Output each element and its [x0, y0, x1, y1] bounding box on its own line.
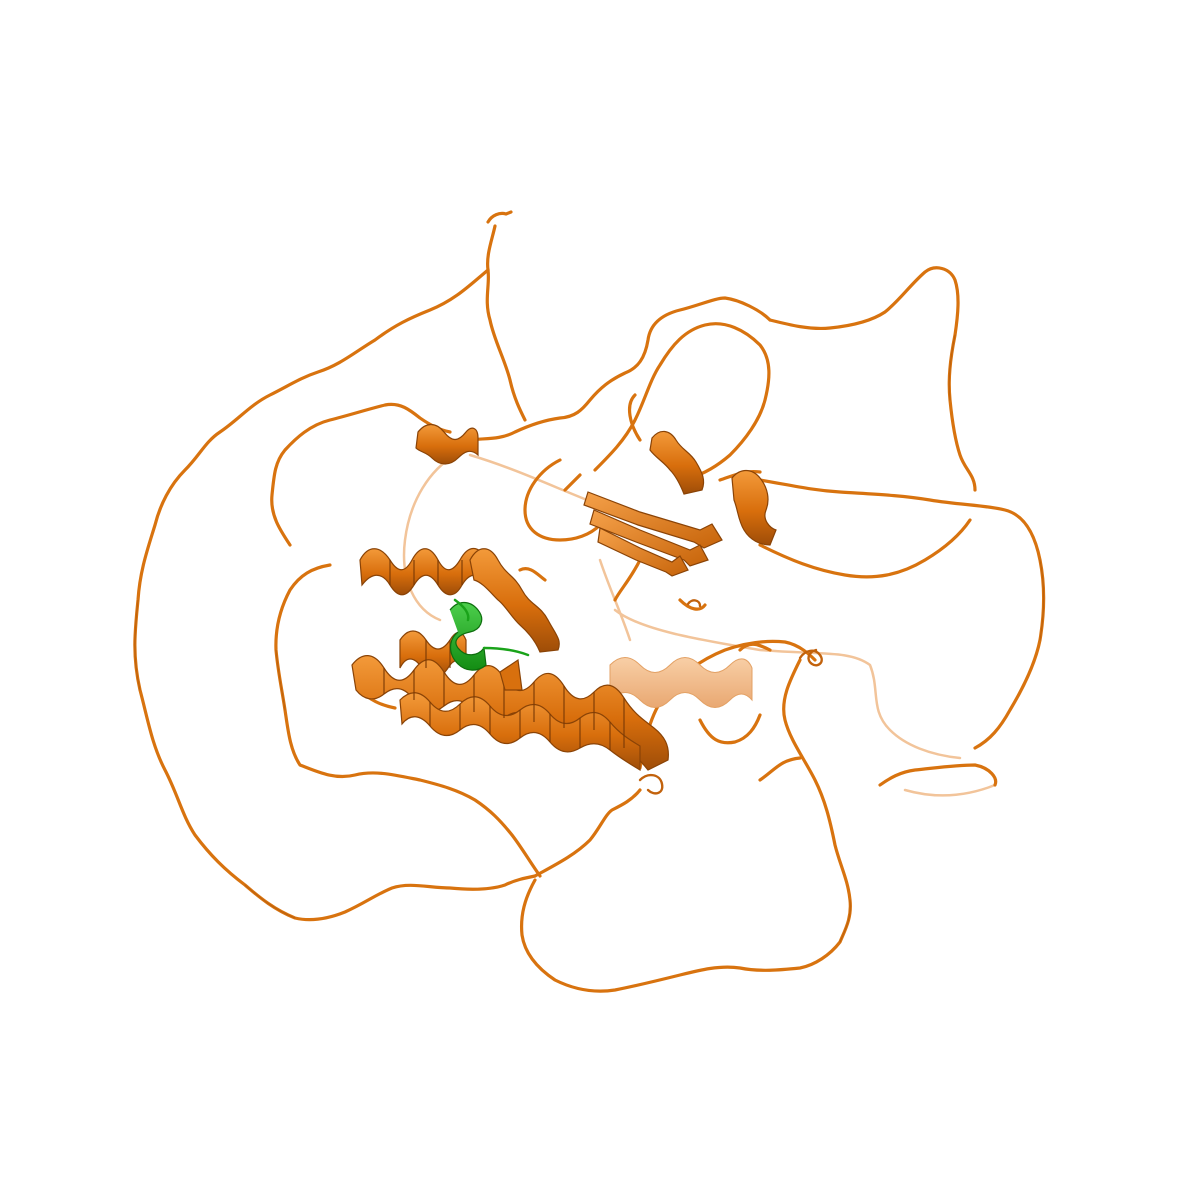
short-helix-upper-left	[415, 423, 479, 465]
faded-helix	[609, 657, 753, 708]
coil-backbone	[133, 210, 1046, 993]
background-loops	[402, 453, 997, 797]
coil-shading	[134, 334, 1045, 943]
green-chain	[449, 598, 530, 671]
small-turns	[638, 599, 823, 795]
short-helix-upper-right	[649, 430, 777, 546]
beta-sheet	[583, 491, 723, 577]
helix-bundle	[351, 547, 669, 772]
